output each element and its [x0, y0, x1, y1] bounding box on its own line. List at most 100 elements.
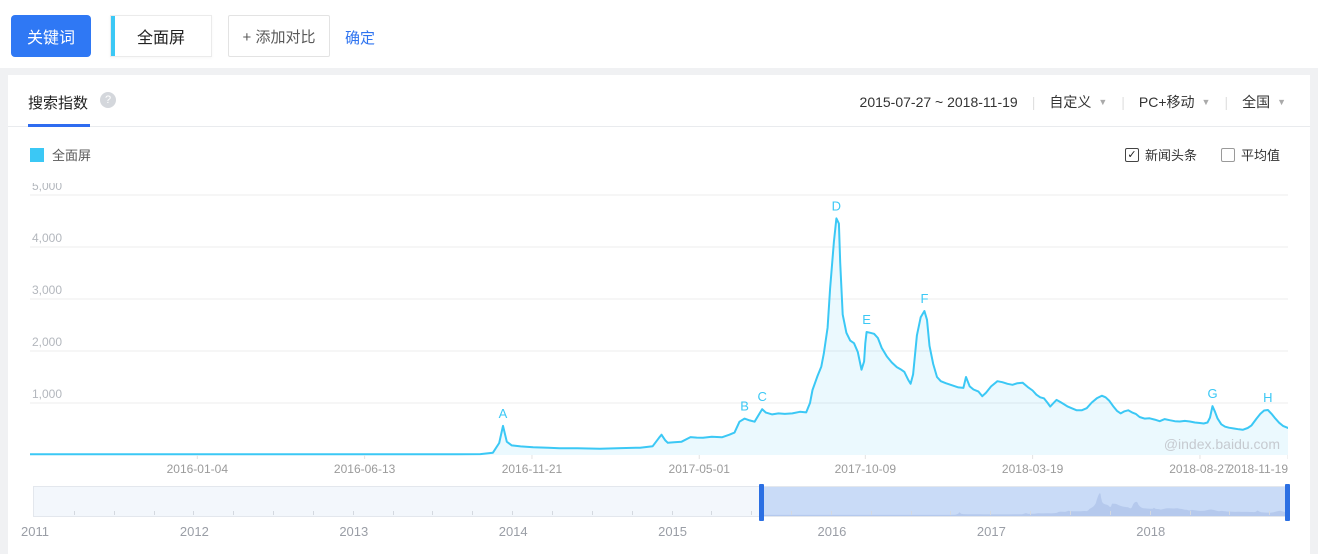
x-axis-label: 2016-06-13 — [334, 462, 396, 475]
slider-tick — [392, 511, 394, 515]
slider-tick — [512, 511, 514, 515]
slider-year-2012: 2012 — [179, 524, 209, 539]
slider-tick — [591, 511, 593, 515]
header-controls: 2015-07-27 ~ 2018-11-19 | 自定义 ▼ | PC+移动 … — [860, 92, 1286, 112]
slider-tick — [791, 511, 793, 515]
region-dropdown[interactable]: 全国 ▼ — [1242, 92, 1286, 112]
slider-handle-left[interactable] — [758, 484, 764, 521]
slider-mini-chart — [760, 493, 1289, 516]
slider-year-2015: 2015 — [658, 524, 688, 539]
add-compare-button[interactable]: + 添加对比 — [228, 15, 330, 57]
peak-marker-F: F — [920, 291, 928, 306]
peak-marker-A: A — [499, 406, 508, 421]
checkbox-1[interactable]: 平均值 — [1220, 145, 1280, 164]
slider-tick — [1070, 511, 1072, 515]
slider-tick — [990, 511, 992, 515]
slider-tick — [273, 511, 275, 515]
slider-tick — [671, 511, 673, 515]
svg-text:3,000: 3,000 — [32, 283, 62, 297]
peak-marker-E: E — [862, 312, 871, 327]
slider-tick — [711, 511, 713, 515]
slider-tick — [73, 511, 75, 515]
x-axis-label: 2018-11-19 — [1228, 462, 1289, 475]
svg-text:2,000: 2,000 — [32, 335, 62, 349]
x-axis-label: 2016-01-04 — [167, 462, 229, 475]
slider-tick — [1149, 511, 1151, 515]
divider: | — [1121, 94, 1125, 110]
range-type-dropdown[interactable]: 自定义 ▼ — [1049, 92, 1107, 112]
checkbox-label: 平均值 — [1240, 148, 1280, 163]
slider-year-2017: 2017 — [976, 524, 1006, 539]
checkbox-0[interactable]: ✓ 新闻头条 — [1124, 145, 1197, 164]
trend-chart[interactable]: 1,000 2,000 3,000 4,000 5,000 A B C D E F G H @index.… — [29, 179, 1289, 476]
slider-tick — [153, 511, 155, 515]
top-toolbar: 关键词 全面屏 + 添加对比 确定 — [0, 0, 1318, 68]
keyword-tab[interactable]: 全面屏 — [110, 15, 212, 57]
active-tab-underline — [28, 124, 90, 127]
legend-label: 全面屏 — [52, 148, 92, 163]
time-range-slider: 2011 2012 2013 2014 2015 2016 2017 2018 — [21, 484, 1290, 546]
slider-tick — [552, 511, 554, 515]
peak-marker-B: B — [740, 399, 749, 414]
chart-options: ✓ 新闻头条 平均值 — [1101, 145, 1280, 164]
keyword-button[interactable]: 关键词 — [11, 15, 91, 57]
slider-handle-right[interactable] — [1285, 484, 1290, 521]
chevron-down-icon: ▼ — [1277, 97, 1286, 107]
peak-marker-H: H — [1263, 390, 1272, 405]
x-axis-label: 2017-10-09 — [835, 462, 897, 475]
area-chart-svg: 1,000 2,000 3,000 4,000 5,000 A BC D E F G H @index.… — [29, 179, 1289, 476]
help-icon[interactable]: ? — [100, 92, 116, 108]
slider-tick — [751, 511, 753, 515]
slider-tick — [312, 511, 314, 515]
legend-row: 全面屏 ✓ 新闻头条 平均值 — [8, 139, 1310, 179]
slider-tick — [1109, 511, 1111, 515]
x-axis-label: 2017-05-01 — [669, 462, 731, 475]
peak-marker-C: C — [757, 389, 766, 404]
slider-year-2014: 2014 — [498, 524, 528, 539]
slider-tick — [1030, 511, 1032, 515]
slider-tick — [472, 511, 474, 515]
panel-header: 搜索指数 ? 2015-07-27 ~ 2018-11-19 | 自定义 ▼ |… — [8, 75, 1310, 127]
date-range[interactable]: 2015-07-27 ~ 2018-11-19 — [859, 94, 1018, 110]
search-index-panel: 搜索指数 ? 2015-07-27 ~ 2018-11-19 | 自定义 ▼ |… — [8, 75, 1310, 554]
legend-item[interactable]: 全面屏 — [30, 145, 91, 164]
slider-tick — [830, 511, 832, 515]
svg-text:1,000: 1,000 — [32, 387, 62, 401]
divider: | — [1031, 94, 1036, 110]
slider-year-2013: 2013 — [339, 524, 369, 539]
device-dropdown[interactable]: PC+移动 ▼ — [1139, 92, 1211, 112]
slider-tick — [113, 511, 115, 515]
unchecked-checkbox-icon — [1220, 147, 1235, 162]
slider-track[interactable] — [33, 484, 1290, 521]
divider: | — [1224, 94, 1229, 110]
confirm-link[interactable]: 确定 — [345, 30, 376, 47]
slider-tick — [352, 511, 354, 515]
slider-year-2018: 2018 — [1136, 524, 1166, 539]
slider-tick — [910, 511, 912, 515]
checked-checkbox-icon: ✓ — [1124, 147, 1139, 162]
slider-tick — [631, 511, 633, 515]
slider-selected-range[interactable] — [760, 487, 1289, 516]
peak-marker-G: G — [1207, 386, 1217, 401]
slider-tick — [1229, 511, 1231, 515]
x-axis-label: 2018-03-19 — [1002, 462, 1064, 475]
chevron-down-icon: ▼ — [1098, 97, 1108, 107]
tab-search-index[interactable]: 搜索指数 — [28, 95, 89, 112]
slider-tick — [432, 511, 434, 515]
legend-swatch — [30, 147, 44, 162]
chevron-down-icon: ▼ — [1201, 97, 1211, 107]
range-type-label: 自定义 — [1049, 94, 1092, 110]
region-label: 全国 — [1242, 94, 1271, 110]
slider-tick — [1189, 511, 1191, 515]
slider-tick — [870, 511, 872, 515]
x-axis-label: 2016-11-21 — [502, 462, 563, 475]
device-label: PC+移动 — [1138, 94, 1195, 110]
slider-tick — [950, 511, 952, 515]
slider-tick — [193, 511, 195, 515]
slider-tick — [233, 511, 235, 515]
slider-tick — [1269, 511, 1271, 515]
slider-year-labels: 2011 2012 2013 2014 2015 2016 2017 2018 — [21, 524, 1289, 544]
slider-year-2011: 2011 — [21, 524, 49, 539]
keyword-tab-label: 全面屏 — [136, 30, 185, 47]
svg-text:4,000: 4,000 — [32, 231, 62, 245]
